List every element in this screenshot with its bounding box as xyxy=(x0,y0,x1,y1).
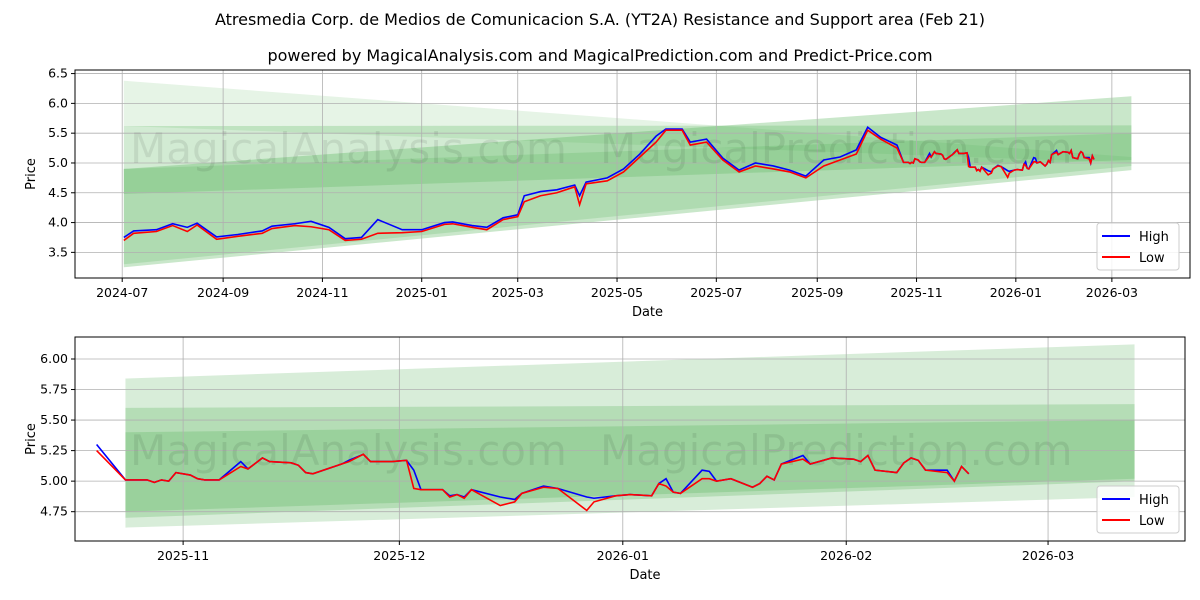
chart-1: MagicalAnalysis.com MagicalPrediction.com… xyxy=(24,66,1191,320)
legend-box xyxy=(1096,485,1180,534)
y-tick-label: 3.5 xyxy=(48,244,68,259)
support-resistance-band xyxy=(123,125,1132,194)
y-tick-label: 5.00 xyxy=(40,473,68,488)
y-tick-label: 6.5 xyxy=(48,66,68,81)
x-tick-label: 2025-07 xyxy=(690,285,742,300)
legend-label-low: Low xyxy=(1139,251,1165,266)
y-tick-label: 5.75 xyxy=(40,382,68,397)
legend-label-high: High xyxy=(1139,230,1169,245)
x-tick-label: 2026-02 xyxy=(820,548,872,563)
y-axis-label: Price xyxy=(24,423,39,455)
x-tick-label: 2025-03 xyxy=(492,285,544,300)
x-tick-label: 2025-05 xyxy=(591,285,643,300)
y-tick-label: 4.75 xyxy=(40,504,68,519)
legend-label-high: High xyxy=(1139,493,1169,508)
y-tick-label: 6.00 xyxy=(40,351,68,366)
x-tick-label: 2025-01 xyxy=(396,285,448,300)
x-axis-label: Date xyxy=(629,568,660,583)
watermark: MagicalPrediction.com xyxy=(600,124,1073,173)
legend-label-low: Low xyxy=(1139,514,1165,529)
x-tick-label: 2025-09 xyxy=(791,285,843,300)
y-tick-label: 5.5 xyxy=(48,125,68,140)
low-series-line xyxy=(123,129,1095,242)
x-tick-label: 2024-11 xyxy=(296,285,348,300)
y-tick-label: 6.0 xyxy=(48,95,68,110)
watermark: MagicalAnalysis.com xyxy=(130,426,567,475)
support-resistance-band xyxy=(125,420,1135,512)
chart-title: Atresmedia Corp. de Medios de Comunicaci… xyxy=(214,10,986,29)
chart-subtitle: powered by MagicalAnalysis.com and Magic… xyxy=(267,46,933,65)
watermark: MagicalPrediction.com xyxy=(600,426,1073,475)
x-tick-label: 2025-11 xyxy=(890,285,942,300)
y-tick-label: 4.5 xyxy=(48,185,68,200)
axes-frame xyxy=(74,69,1191,279)
x-tick-label: 2026-01 xyxy=(990,285,1042,300)
watermark: MagicalAnalysis.com xyxy=(130,124,567,173)
plot-area: MagicalAnalysis.com MagicalPrediction.com xyxy=(75,70,1190,278)
y-tick-label: 5.25 xyxy=(40,443,68,458)
x-tick-label: 2026-03 xyxy=(1022,548,1074,563)
plot-area: MagicalAnalysis.com MagicalPrediction.com xyxy=(75,337,1185,541)
legend-box xyxy=(1096,222,1180,271)
x-tick-label: 2024-07 xyxy=(96,285,148,300)
chart-2: MagicalAnalysis.com MagicalPrediction.com… xyxy=(24,336,1186,583)
support-resistance-band xyxy=(125,404,1135,518)
x-tick-label: 2025-12 xyxy=(373,548,425,563)
x-axis-label: Date xyxy=(632,305,663,320)
y-tick-label: 5.50 xyxy=(40,412,68,427)
y-tick-label: 5.0 xyxy=(48,155,68,170)
low-series-line xyxy=(96,450,970,512)
x-tick-label: 2026-01 xyxy=(597,548,649,563)
x-tick-label: 2025-11 xyxy=(157,548,209,563)
support-resistance-band xyxy=(125,344,1135,528)
y-tick-label: 4.0 xyxy=(48,215,68,230)
x-tick-label: 2024-09 xyxy=(197,285,249,300)
axes-frame xyxy=(74,336,1186,542)
support-resistance-band xyxy=(123,80,1132,163)
support-resistance-band xyxy=(123,133,1132,265)
y-axis-label: Price xyxy=(24,158,39,190)
x-tick-label: 2026-03 xyxy=(1086,285,1138,300)
